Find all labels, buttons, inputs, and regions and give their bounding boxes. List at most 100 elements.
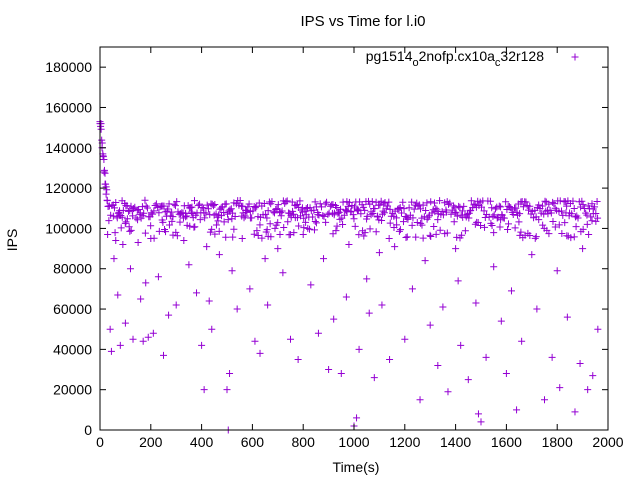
data-point-band xyxy=(500,214,508,222)
data-point-outlier xyxy=(226,370,234,378)
y-tick-label: 180000 xyxy=(45,59,92,75)
data-point-band xyxy=(212,221,220,229)
data-point-band xyxy=(515,218,523,226)
data-point-band xyxy=(458,207,466,215)
data-point-band xyxy=(125,223,133,231)
data-point-outlier xyxy=(464,376,472,384)
data-point-outlier xyxy=(507,287,515,295)
data-point-band xyxy=(535,201,543,209)
data-point-band xyxy=(204,205,212,213)
data-point-band xyxy=(130,205,138,213)
data-point-outlier xyxy=(365,309,373,317)
data-point-band xyxy=(335,208,343,216)
data-point-band xyxy=(491,205,499,213)
data-point-band xyxy=(152,200,160,208)
data-point-band xyxy=(349,211,357,219)
data-point-band xyxy=(210,202,218,210)
data-point-outlier xyxy=(363,275,371,283)
data-point-outlier xyxy=(144,333,152,341)
data-point-band xyxy=(229,233,237,241)
data-point-band xyxy=(378,217,386,225)
data-point-band xyxy=(512,204,520,212)
data-point-band xyxy=(396,204,404,212)
data-point-outlier xyxy=(307,281,315,289)
x-tick-label: 800 xyxy=(292,434,316,450)
data-point-band xyxy=(329,230,337,238)
data-point-band xyxy=(159,218,167,226)
data-point-band xyxy=(526,202,534,210)
data-point-band xyxy=(490,229,498,237)
data-point-band xyxy=(592,217,600,225)
data-point-band xyxy=(160,202,168,210)
data-point-band xyxy=(574,214,582,222)
data-point-outlier xyxy=(416,396,424,404)
data-point-band xyxy=(173,232,181,240)
data-point-band xyxy=(117,224,125,232)
data-point-band xyxy=(350,215,358,223)
data-point-band xyxy=(258,234,266,242)
data-point-startup xyxy=(97,125,105,133)
data-point-band xyxy=(433,206,441,214)
data-point-band xyxy=(110,204,118,212)
data-point-outlier xyxy=(129,335,137,343)
data-point-outlier xyxy=(391,243,399,251)
data-point-band xyxy=(522,198,530,206)
data-point-band xyxy=(141,196,149,204)
data-point-band xyxy=(254,232,262,240)
data-point-band xyxy=(301,208,309,216)
data-point-band xyxy=(284,218,292,226)
data-point-band xyxy=(579,201,587,209)
data-point-band xyxy=(342,206,350,214)
data-point-band xyxy=(201,214,209,222)
data-point-band xyxy=(489,212,497,220)
data-point-band xyxy=(176,218,184,226)
x-tick-label: 400 xyxy=(190,434,214,450)
data-point-outlier xyxy=(180,237,188,245)
data-point-band xyxy=(320,212,328,220)
data-point-band xyxy=(302,205,310,213)
data-point-band xyxy=(300,224,308,232)
data-point-band xyxy=(443,208,451,216)
data-point-band xyxy=(317,203,325,211)
data-point-outlier xyxy=(439,303,447,311)
data-point-band xyxy=(361,206,369,214)
data-point-outlier xyxy=(497,317,505,325)
data-point-outlier xyxy=(457,341,465,349)
data-point-band xyxy=(169,213,177,221)
data-point-outlier xyxy=(444,388,452,396)
data-point-band xyxy=(372,228,380,236)
data-point-band xyxy=(456,203,464,211)
data-point-band xyxy=(422,207,430,215)
data-point-band xyxy=(123,215,131,223)
data-point-band xyxy=(171,202,179,210)
data-point-band xyxy=(354,207,362,215)
data-point-outlier xyxy=(474,410,482,418)
data-point-band xyxy=(222,200,230,208)
data-point-band xyxy=(190,197,198,205)
data-point-band xyxy=(481,223,489,231)
data-point-outlier xyxy=(556,384,564,392)
data-point-band xyxy=(558,230,566,238)
data-point-band xyxy=(396,226,404,234)
data-point-band xyxy=(550,200,558,208)
data-point-band xyxy=(333,204,341,212)
data-point-band xyxy=(547,209,555,217)
data-point-band xyxy=(236,197,244,205)
data-point-band xyxy=(367,211,375,219)
data-point-band xyxy=(409,214,417,222)
data-point-band xyxy=(224,216,232,224)
data-point-band xyxy=(567,234,575,242)
data-point-band xyxy=(323,198,331,206)
data-point-band xyxy=(282,198,290,206)
data-point-outlier xyxy=(452,245,460,253)
data-point-band xyxy=(319,212,327,220)
data-point-band xyxy=(198,203,206,211)
data-point-band xyxy=(366,225,374,233)
data-point-band xyxy=(332,227,340,235)
data-point-band xyxy=(260,199,268,207)
x-axis-label: Time(s) xyxy=(333,459,380,475)
data-point-band xyxy=(230,225,238,233)
data-points xyxy=(96,118,602,434)
data-point-band xyxy=(517,228,525,236)
data-point-band xyxy=(485,213,493,221)
